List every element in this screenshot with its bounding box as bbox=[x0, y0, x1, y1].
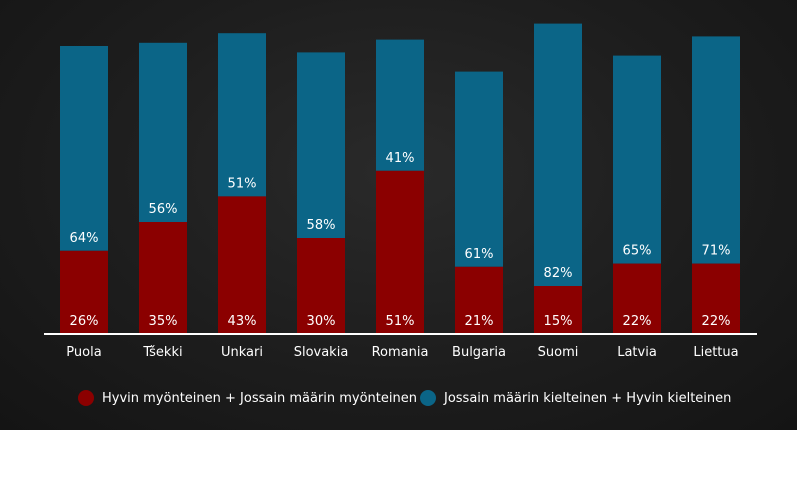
bar-positive-unkari bbox=[218, 196, 266, 334]
data-label-negative: 65% bbox=[623, 244, 652, 259]
x-tick-label: Unkari bbox=[221, 345, 263, 360]
bar-negative-tšekki bbox=[139, 42, 187, 222]
data-label-negative: 58% bbox=[307, 218, 336, 233]
data-label-negative: 71% bbox=[702, 244, 731, 259]
data-label-negative: 64% bbox=[70, 231, 99, 246]
data-label-negative: 41% bbox=[386, 151, 415, 166]
bar-negative-romania bbox=[376, 39, 424, 171]
data-label-positive: 22% bbox=[702, 314, 731, 329]
bar-positive-latvia bbox=[613, 263, 661, 334]
stacked-bar-chart: 64% 26% Puola 56% 35% Tšekki 51% 43% Unkari 58% 30… bbox=[60, 23, 740, 360]
x-tick-label: Latvia bbox=[617, 345, 657, 360]
legend-swatch-negative bbox=[420, 390, 436, 406]
data-label-positive: 15% bbox=[544, 314, 573, 329]
x-tick-label: Suomi bbox=[538, 345, 579, 360]
data-label-negative: 61% bbox=[465, 247, 494, 262]
bar-negative-suomi bbox=[534, 23, 582, 286]
bar-positive-tšekki bbox=[139, 222, 187, 334]
bar-negative-unkari bbox=[218, 33, 266, 197]
data-label-positive: 43% bbox=[228, 314, 257, 329]
bar-negative-puola bbox=[60, 46, 108, 251]
data-label-positive: 26% bbox=[70, 314, 99, 329]
legend-label-negative: Jossain määrin kielteinen + Hyvin kielte… bbox=[444, 390, 732, 406]
data-label-negative: 82% bbox=[544, 266, 573, 281]
bar-negative-latvia bbox=[613, 55, 661, 264]
x-tick-label: Romania bbox=[372, 345, 429, 360]
legend-item-positive: Hyvin myönteinen + Jossain määrin myönte… bbox=[78, 386, 417, 410]
data-label-positive: 35% bbox=[149, 314, 178, 329]
x-tick-label: Bulgaria bbox=[452, 345, 506, 360]
bar-negative-slovakia bbox=[297, 52, 345, 239]
bar-positive-puola bbox=[60, 250, 108, 334]
bar-positive-romania bbox=[376, 170, 424, 334]
data-label-positive: 21% bbox=[465, 314, 494, 329]
x-tick-label: Liettua bbox=[693, 345, 738, 360]
data-label-negative: 51% bbox=[228, 176, 257, 191]
bar-negative-bulgaria bbox=[455, 71, 503, 267]
bar-positive-slovakia bbox=[297, 238, 345, 334]
legend-label-positive: Hyvin myönteinen + Jossain määrin myönte… bbox=[102, 390, 417, 406]
x-tick-label: Puola bbox=[66, 345, 101, 360]
legend-swatch-positive bbox=[78, 390, 94, 406]
bar-negative-liettua bbox=[692, 36, 740, 264]
data-label-positive: 30% bbox=[307, 314, 336, 329]
chart-panel: 64% 26% Puola 56% 35% Tšekki 51% 43% Unkari 58% 30… bbox=[0, 0, 797, 430]
bar-positive-liettua bbox=[692, 263, 740, 334]
bar-positive-suomi bbox=[534, 286, 582, 334]
data-label-positive: 51% bbox=[386, 314, 415, 329]
legend-item-negative: Jossain määrin kielteinen + Hyvin kielte… bbox=[420, 386, 731, 410]
x-tick-label: Slovakia bbox=[294, 345, 349, 360]
data-label-positive: 22% bbox=[623, 314, 652, 329]
x-tick-label: Tšekki bbox=[142, 345, 182, 360]
bar-positive-bulgaria bbox=[455, 266, 503, 334]
data-label-negative: 56% bbox=[149, 202, 178, 217]
